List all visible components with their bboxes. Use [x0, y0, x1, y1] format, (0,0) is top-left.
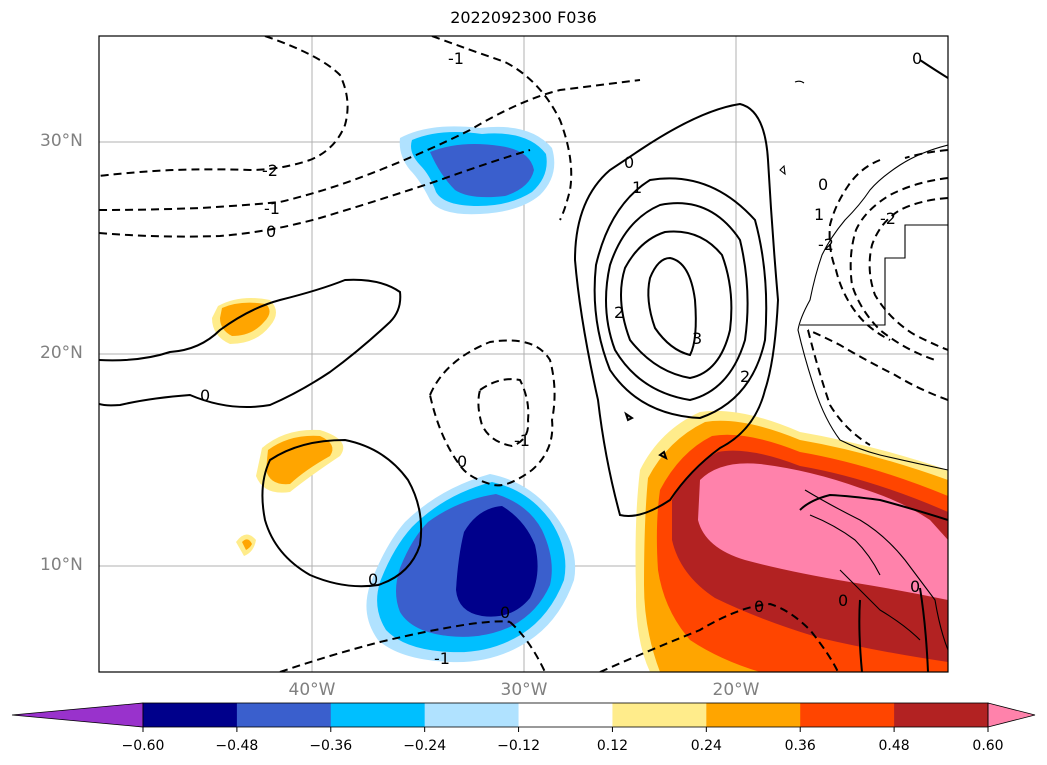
contour-label-zero-band: 0 [200, 386, 210, 405]
contour-label-neg2-east: -2 [880, 209, 896, 228]
contour-label-neg1-south: -1 [434, 649, 450, 668]
contour-label-zero-circle: 0 [368, 570, 378, 589]
contour-label-zero-southeast: 0 [754, 597, 764, 616]
lat-label-20n: 20°N [40, 343, 83, 363]
colorbar-cell [612, 703, 707, 727]
contour-label-neg1-north: -1 [448, 49, 464, 68]
contour-label-zero-corner: 0 [912, 49, 922, 68]
lon-label-20w: 20°W [712, 680, 760, 700]
dashed-contours [99, 36, 948, 672]
colorbar-tick-label: −0.60 [121, 738, 165, 754]
contour-label-neg1-low: -1 [514, 431, 530, 450]
contour-label-zero-ne: 0 [818, 175, 828, 194]
colorbar [11, 702, 1036, 732]
coastline [779, 80, 948, 651]
colorbar-cell [236, 703, 332, 727]
colorbar-cell [894, 703, 989, 727]
contour-label-zero-far-east: 0 [910, 577, 920, 596]
colorbar-cell [518, 703, 613, 727]
contour-label-neg2-ne: -2 [818, 235, 834, 254]
lon-label-40w: 40°W [288, 680, 336, 700]
colorbar-tick-label: −0.24 [403, 738, 447, 754]
colorbar-tick-label: 0.36 [784, 738, 816, 754]
colorbar-tick-label: −0.36 [309, 738, 353, 754]
contour-label-pos2-high: 2 [614, 303, 624, 322]
lat-label-10n: 10°N [40, 555, 83, 575]
colorbar-cell [330, 703, 426, 727]
contour-label-zero-south: 0 [500, 603, 510, 622]
colorbar-tick-label: 0.24 [690, 738, 722, 754]
contour-label-zero-high: 0 [624, 153, 634, 172]
colorbar-tick-label: −0.12 [497, 738, 540, 754]
colorbar-extend-high [987, 702, 1036, 728]
colorbar-cell [706, 703, 801, 727]
lat-label-30n: 30°N [40, 131, 83, 151]
contour-label-zero-low: 0 [457, 452, 467, 471]
map-frame [98, 35, 949, 673]
colorbar-extend-low [11, 702, 144, 728]
contour-label-one-ne: 1 [814, 205, 824, 224]
colorbar-frame [142, 702, 989, 728]
contour-label-pos2-east: 2 [740, 367, 750, 386]
contour-label-neg2-west: -2 [262, 161, 278, 180]
colorbar-cell [800, 703, 895, 727]
contour-label-zero-coast: 0 [838, 591, 848, 610]
colorbar-tick-label: −0.48 [215, 738, 259, 754]
contour-label-neg1-west: -1 [264, 199, 280, 218]
contour-label-zero-west: 0 [266, 222, 276, 241]
lon-label-30w: 30°W [500, 680, 548, 700]
colorbar-cell [424, 703, 520, 727]
map-plot: -2 -1 0 -1 0 0 0 -1 0 -1 0 1 2 3 2 0 0 0… [98, 35, 949, 673]
colorbar-tick-label: 0.60 [972, 738, 1004, 754]
colorbar-tick-label: 0.48 [878, 738, 910, 754]
colorbar-cell [143, 703, 238, 727]
map-title: 2022092300 F036 [450, 8, 597, 27]
contour-label-pos3-high: 3 [692, 329, 702, 348]
positive-anomaly-small [212, 298, 344, 556]
contour-labels: -2 -1 0 -1 0 0 0 -1 0 -1 0 1 2 3 2 0 0 0… [200, 49, 922, 668]
contour-label-one-high: 1 [632, 178, 642, 197]
colorbar-tick-label: 0.12 [596, 738, 629, 754]
negative-anomaly-south [366, 474, 576, 663]
solid-contours [99, 59, 948, 672]
